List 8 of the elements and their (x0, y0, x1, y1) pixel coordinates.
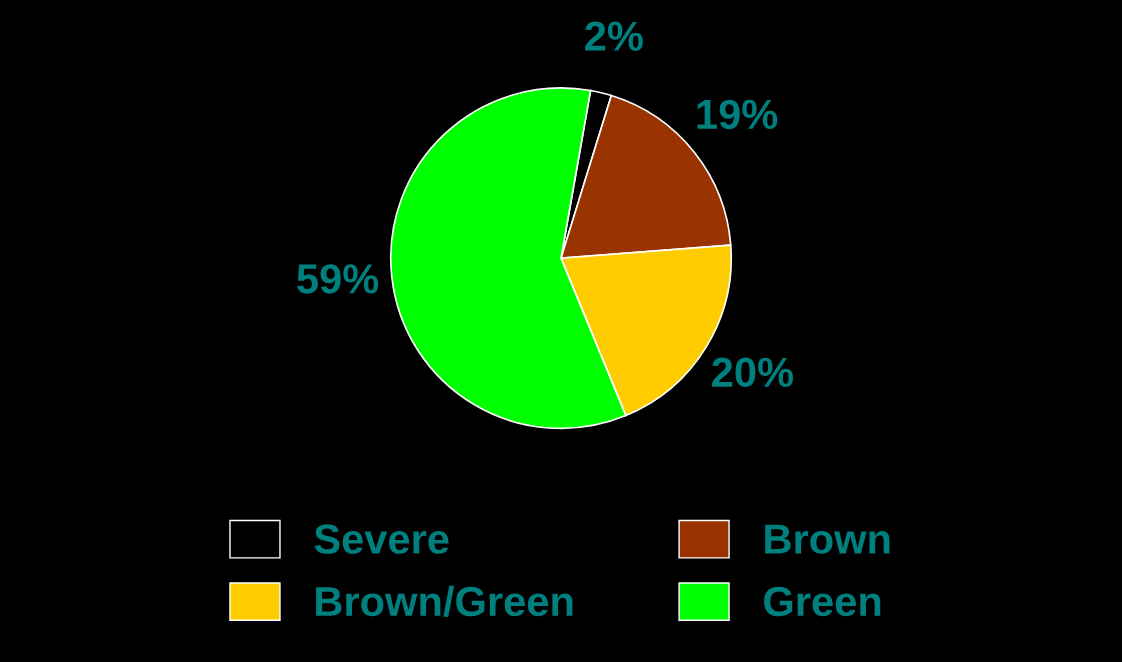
legend-label: Brown/Green (316, 585, 573, 617)
legend-label: Severe (314, 524, 449, 554)
legend-label: Brown (765, 524, 890, 554)
legend-label: Green (764, 586, 881, 617)
data-label: 59% (297, 264, 379, 294)
data-label: 19% (697, 99, 778, 130)
data-label: 2% (585, 21, 643, 51)
data-label: 20% (712, 357, 793, 388)
